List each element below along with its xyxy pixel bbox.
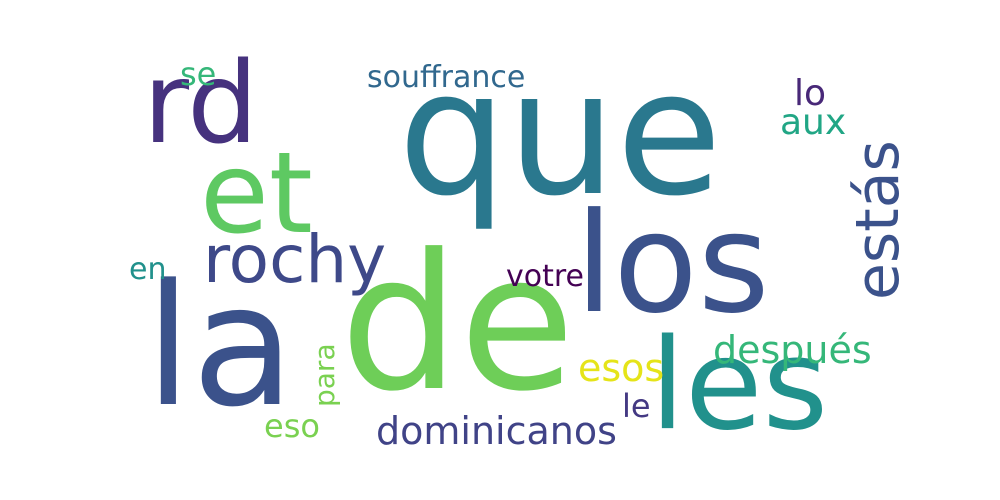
- word-en: en: [129, 252, 167, 287]
- word-souffrance: souffrance: [367, 60, 526, 95]
- word-votre: votre: [506, 259, 585, 294]
- word-dominicanos: dominicanos: [376, 409, 617, 453]
- word-de: de: [340, 214, 575, 433]
- word-eso: eso: [264, 407, 320, 445]
- word-esos: esos: [578, 346, 665, 390]
- word-et: et: [200, 129, 313, 259]
- word-lo: lo: [794, 73, 827, 114]
- word-rd: rd: [143, 39, 259, 169]
- word-la: la: [145, 248, 295, 444]
- word-que: que: [398, 33, 723, 234]
- word-se: se: [180, 55, 217, 93]
- word-estas: estás: [843, 140, 913, 300]
- word-aux: aux: [780, 102, 847, 143]
- word-le: le: [622, 387, 651, 425]
- word-los: los: [575, 183, 770, 344]
- word-despues: después: [713, 328, 872, 372]
- word-les: les: [650, 311, 829, 458]
- word-para: para: [308, 343, 341, 407]
- word-rochy: rochy: [203, 221, 387, 298]
